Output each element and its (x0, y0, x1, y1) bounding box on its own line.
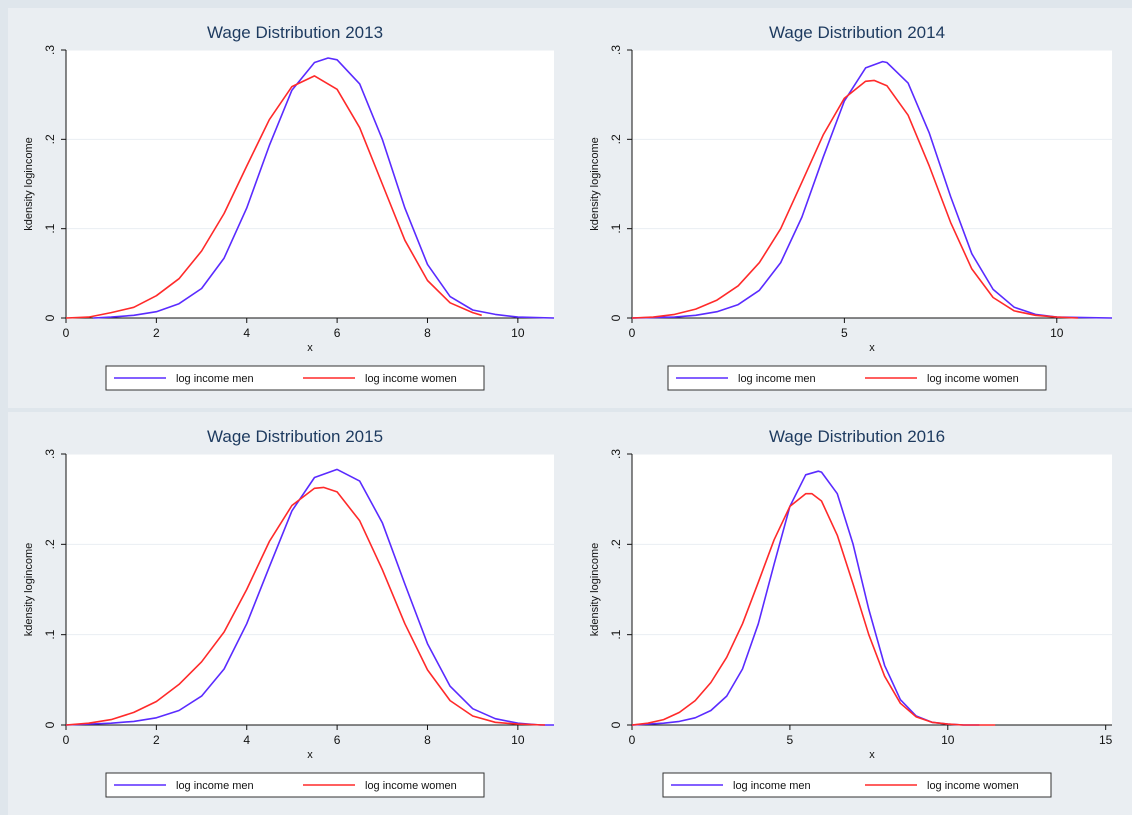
x-axis-label: x (307, 749, 313, 761)
y-tick-label: 0 (609, 721, 623, 728)
x-tick-label: 10 (1050, 326, 1064, 340)
series-line-women (631, 492, 996, 726)
chart-panel-0: Wage Distribution 2013 0 .1 .2 .3 0 2 4 6 8 10 x kde… (8, 8, 574, 408)
chart-panel-3: Wage Distribution 2016 0 .1 .2 .3 0 5 10 15 x kden… (574, 412, 1132, 815)
x-axis-label: x (307, 342, 313, 354)
chart-title: Wage Distribution 2015 (207, 427, 383, 446)
y-axis-label: kdensity logincome (23, 543, 35, 637)
series-line-women (65, 486, 546, 726)
chart-panel-1: Wage Distribution 2014 0 .1 .2 .3 0 5 10 x kdensi… (574, 8, 1132, 408)
x-tick-label: 0 (63, 326, 70, 340)
series-line-women (631, 79, 1079, 319)
x-tick-label: 6 (334, 326, 341, 340)
legend: log income men log income women (105, 772, 485, 798)
y-tick-label: .1 (43, 629, 57, 639)
x-tick-label: 2 (153, 326, 160, 340)
plot-area (632, 454, 1112, 725)
legend: log income men log income women (667, 365, 1047, 391)
plot-area (632, 50, 1112, 318)
y-tick-label: .2 (43, 539, 57, 549)
legend-label: log income men (738, 373, 816, 385)
x-tick-label: 10 (511, 733, 525, 747)
chart-panel-2: Wage Distribution 2015 0 .1 .2 .3 0 2 4 6 8 10 x kde… (8, 412, 574, 815)
series-line-men (631, 60, 1113, 319)
x-tick-label: 10 (511, 326, 525, 340)
y-axis-label: kdensity logincome (589, 137, 601, 231)
series-line-men (93, 57, 555, 319)
x-tick-label: 4 (243, 326, 250, 340)
x-axis-label: x (869, 342, 875, 354)
chart-title: Wage Distribution 2013 (207, 23, 383, 42)
x-tick-label: 8 (424, 326, 431, 340)
legend: log income men log income women (105, 365, 485, 391)
legend-box (662, 772, 1052, 798)
y-tick-label: .3 (609, 449, 623, 459)
y-tick-label: .1 (609, 223, 623, 233)
x-tick-label: 5 (787, 733, 794, 747)
legend-label: log income women (927, 373, 1019, 385)
plot-area (66, 454, 554, 725)
y-axis-label: kdensity logincome (589, 543, 601, 637)
y-tick-label: .3 (609, 45, 623, 55)
x-axis-label: x (869, 749, 875, 761)
plot-area (66, 50, 554, 318)
chart-title: Wage Distribution 2014 (769, 23, 945, 42)
y-tick-label: .2 (43, 134, 57, 144)
y-tick-label: .1 (609, 629, 623, 639)
y-tick-label: .3 (43, 45, 57, 55)
legend: log income men log income women (662, 772, 1052, 798)
legend-label: log income women (365, 780, 457, 792)
x-tick-label: 0 (629, 733, 636, 747)
legend-box (105, 772, 485, 798)
legend-label: log income women (927, 780, 1019, 792)
x-tick-label: 0 (629, 326, 636, 340)
y-tick-label: .3 (43, 449, 57, 459)
legend-label: log income men (733, 780, 811, 792)
x-tick-label: 6 (334, 733, 341, 747)
x-tick-label: 8 (424, 733, 431, 747)
y-tick-label: 0 (43, 721, 57, 728)
x-tick-label: 10 (941, 733, 955, 747)
y-tick-label: 0 (43, 314, 57, 321)
chart-title: Wage Distribution 2016 (769, 427, 945, 446)
y-tick-label: .2 (609, 539, 623, 549)
y-axis-label: kdensity logincome (23, 137, 35, 231)
x-tick-label: 0 (63, 733, 70, 747)
series-line-men (65, 468, 554, 726)
legend-label: log income women (365, 373, 457, 385)
legend-box (105, 365, 485, 391)
y-tick-label: .2 (609, 134, 623, 144)
series-line-women (65, 75, 482, 319)
y-tick-label: 0 (609, 314, 623, 321)
legend-label: log income men (176, 780, 254, 792)
x-tick-label: 2 (153, 733, 160, 747)
x-tick-label: 15 (1099, 733, 1113, 747)
y-tick-label: .1 (43, 223, 57, 233)
legend-box (667, 365, 1047, 391)
legend-label: log income men (176, 373, 254, 385)
x-tick-label: 4 (243, 733, 250, 747)
x-tick-label: 5 (841, 326, 848, 340)
